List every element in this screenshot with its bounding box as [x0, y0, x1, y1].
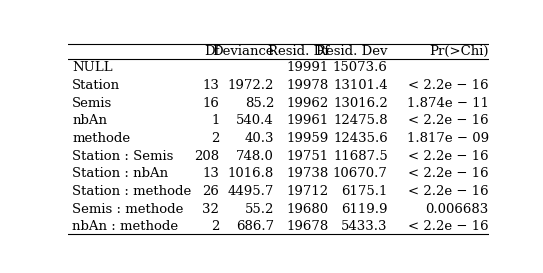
- Text: 19678: 19678: [287, 220, 329, 233]
- Text: Station: Station: [72, 79, 120, 92]
- Text: Df: Df: [204, 45, 219, 58]
- Text: 12435.6: 12435.6: [333, 132, 388, 145]
- Text: < 2.2e − 16: < 2.2e − 16: [408, 220, 489, 233]
- Text: 16: 16: [203, 97, 219, 109]
- Text: < 2.2e − 16: < 2.2e − 16: [408, 167, 489, 180]
- Text: 4495.7: 4495.7: [228, 185, 274, 198]
- Text: 12475.8: 12475.8: [333, 114, 388, 127]
- Text: 13101.4: 13101.4: [333, 79, 388, 92]
- Text: 19962: 19962: [287, 97, 329, 109]
- Text: 11687.5: 11687.5: [333, 150, 388, 162]
- Text: 540.4: 540.4: [236, 114, 274, 127]
- Text: 6175.1: 6175.1: [342, 185, 388, 198]
- Text: 32: 32: [203, 203, 219, 216]
- Text: 1: 1: [211, 114, 219, 127]
- Text: 85.2: 85.2: [245, 97, 274, 109]
- Text: 19751: 19751: [287, 150, 329, 162]
- Text: 5433.3: 5433.3: [341, 220, 388, 233]
- Text: 2: 2: [211, 132, 219, 145]
- Text: 686.7: 686.7: [236, 220, 274, 233]
- Text: 15073.6: 15073.6: [333, 61, 388, 74]
- Text: 19680: 19680: [287, 203, 329, 216]
- Text: 13016.2: 13016.2: [333, 97, 388, 109]
- Text: 40.3: 40.3: [244, 132, 274, 145]
- Text: Station : Semis: Station : Semis: [72, 150, 173, 162]
- Text: 1.817e − 09: 1.817e − 09: [407, 132, 489, 145]
- Text: Pr(>Chi): Pr(>Chi): [429, 45, 489, 58]
- Text: 2: 2: [211, 220, 219, 233]
- Text: NULL: NULL: [72, 61, 113, 74]
- Text: Station : methode: Station : methode: [72, 185, 191, 198]
- Text: 19991: 19991: [287, 61, 329, 74]
- Text: < 2.2e − 16: < 2.2e − 16: [408, 185, 489, 198]
- Text: 19712: 19712: [287, 185, 329, 198]
- Text: Station : nbAn: Station : nbAn: [72, 167, 168, 180]
- Text: 748.0: 748.0: [236, 150, 274, 162]
- Text: 208: 208: [194, 150, 219, 162]
- Text: Resid. Df: Resid. Df: [268, 45, 329, 58]
- Text: nbAn : methode: nbAn : methode: [72, 220, 178, 233]
- Text: Semis : methode: Semis : methode: [72, 203, 184, 216]
- Text: 55.2: 55.2: [245, 203, 274, 216]
- Text: nbAn: nbAn: [72, 114, 107, 127]
- Text: Deviance: Deviance: [212, 45, 274, 58]
- Text: Semis: Semis: [72, 97, 112, 109]
- Text: 1.874e − 11: 1.874e − 11: [407, 97, 489, 109]
- Text: 19959: 19959: [287, 132, 329, 145]
- Text: 13: 13: [203, 79, 219, 92]
- Text: 19738: 19738: [287, 167, 329, 180]
- Text: 1016.8: 1016.8: [228, 167, 274, 180]
- Text: 6119.9: 6119.9: [341, 203, 388, 216]
- Text: 10670.7: 10670.7: [333, 167, 388, 180]
- Text: 1972.2: 1972.2: [228, 79, 274, 92]
- Text: 19978: 19978: [287, 79, 329, 92]
- Text: < 2.2e − 16: < 2.2e − 16: [408, 150, 489, 162]
- Text: 0.006683: 0.006683: [426, 203, 489, 216]
- Text: Resid. Dev: Resid. Dev: [316, 45, 388, 58]
- Text: 26: 26: [203, 185, 219, 198]
- Text: methode: methode: [72, 132, 130, 145]
- Text: 13: 13: [203, 167, 219, 180]
- Text: 19961: 19961: [287, 114, 329, 127]
- Text: < 2.2e − 16: < 2.2e − 16: [408, 79, 489, 92]
- Text: < 2.2e − 16: < 2.2e − 16: [408, 114, 489, 127]
